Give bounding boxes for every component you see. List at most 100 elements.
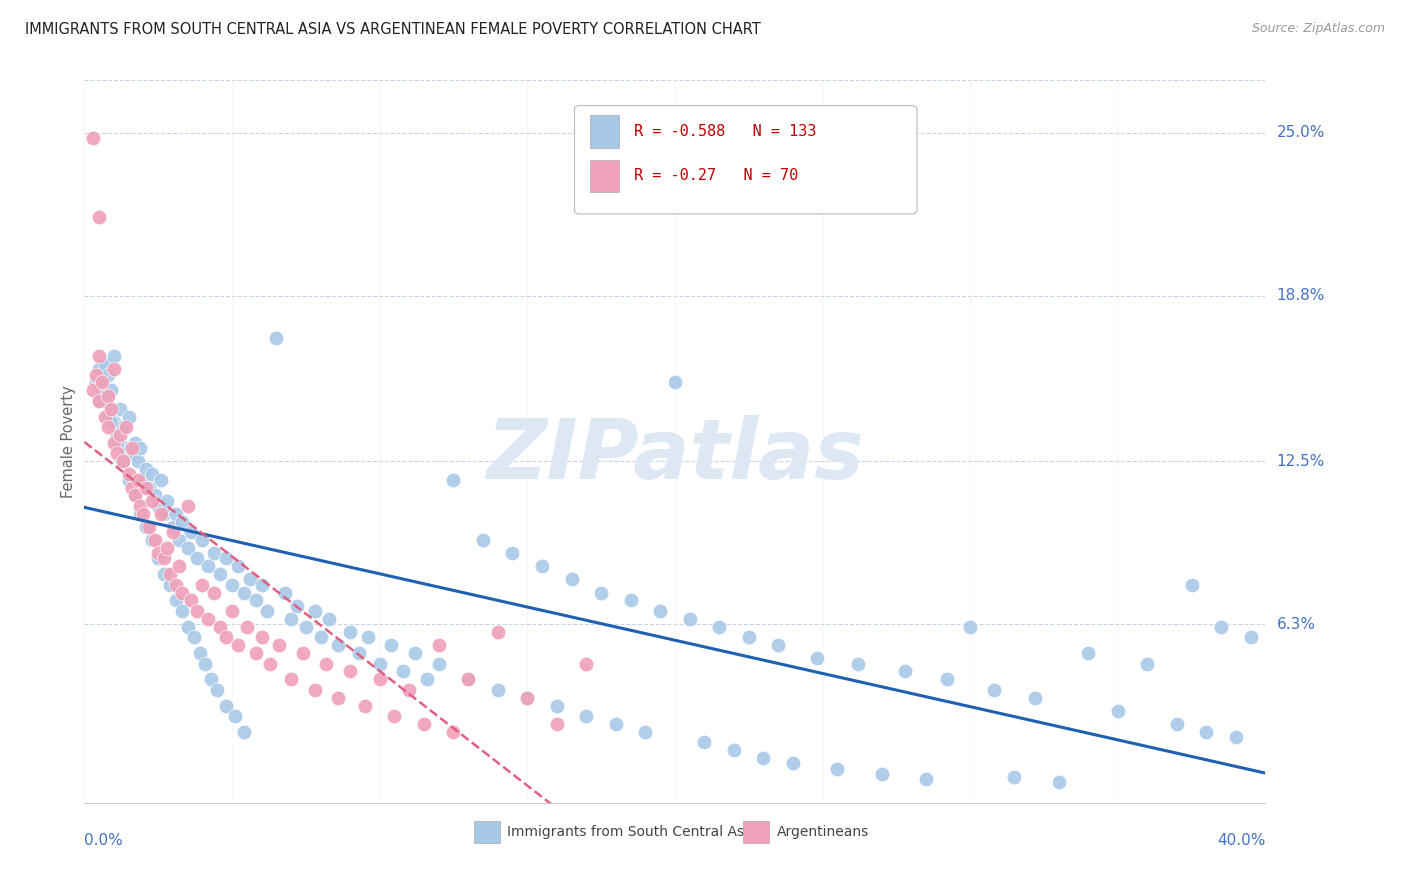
Point [84, 376, 107, 390]
Point [328, 690, 350, 705]
Point [575, 657, 598, 671]
Point [165, 507, 187, 521]
Point [194, 657, 217, 671]
Point [94, 409, 117, 424]
Point [97, 388, 120, 402]
Point [347, 646, 370, 660]
Point [591, 585, 613, 599]
Point [124, 488, 146, 502]
Point [215, 551, 238, 566]
Point [197, 559, 219, 574]
Point [427, 638, 450, 652]
Point [328, 638, 350, 652]
Point [150, 473, 173, 487]
Point [177, 620, 200, 634]
Point [94, 393, 117, 408]
Point [221, 578, 243, 592]
Point [315, 657, 337, 671]
Point [143, 488, 166, 502]
Point [280, 673, 302, 687]
Point [236, 620, 259, 634]
Point [266, 331, 288, 345]
Point [105, 428, 128, 442]
Point [87, 349, 111, 363]
Point [295, 620, 318, 634]
Point [111, 420, 134, 434]
Point [915, 772, 938, 786]
Point [339, 665, 361, 679]
Point [156, 541, 179, 555]
Point [443, 724, 465, 739]
Point [167, 533, 190, 547]
Point [177, 541, 200, 555]
Text: 6.3%: 6.3% [1277, 616, 1316, 632]
Point [156, 493, 179, 508]
Point [91, 376, 114, 390]
Point [259, 657, 281, 671]
Point [129, 507, 152, 521]
Point [870, 767, 893, 781]
FancyBboxPatch shape [575, 105, 917, 214]
Point [165, 578, 187, 592]
Bar [474, 821, 501, 843]
Point [183, 630, 205, 644]
Point [97, 407, 120, 421]
Point [516, 690, 538, 705]
Point [457, 673, 479, 687]
Point [124, 488, 146, 502]
Point [105, 446, 128, 460]
Point [162, 520, 184, 534]
Point [135, 462, 157, 476]
Point [91, 388, 114, 402]
Point [215, 630, 238, 644]
Point [413, 717, 436, 731]
Point [87, 393, 111, 408]
Point [620, 593, 643, 607]
Point [177, 499, 200, 513]
Point [693, 735, 716, 749]
Point [250, 578, 273, 592]
Point [97, 420, 120, 434]
Point [167, 559, 190, 574]
Point [245, 646, 267, 660]
Point [245, 593, 267, 607]
Point [806, 651, 828, 665]
Point [501, 546, 523, 560]
Point [197, 612, 219, 626]
Point [768, 638, 790, 652]
Point [546, 698, 568, 713]
Point [382, 709, 406, 723]
Point [827, 762, 849, 776]
Point [100, 401, 122, 416]
Point [148, 551, 170, 566]
Point [1004, 770, 1026, 784]
Point [180, 525, 202, 540]
Point [127, 454, 149, 468]
Point [170, 585, 193, 599]
Point [224, 709, 246, 723]
Point [143, 533, 166, 547]
Point [1077, 646, 1099, 660]
Point [202, 585, 225, 599]
Point [148, 499, 170, 513]
Text: 12.5%: 12.5% [1277, 454, 1324, 468]
Text: 40.0%: 40.0% [1218, 833, 1265, 848]
Point [782, 756, 804, 771]
Point [546, 717, 568, 731]
Point [162, 525, 184, 540]
Point [121, 441, 143, 455]
Point [129, 499, 152, 513]
Point [392, 665, 415, 679]
Point [1225, 730, 1247, 744]
Point [124, 435, 146, 450]
Point [132, 507, 155, 521]
Point [304, 604, 326, 618]
Point [357, 630, 380, 644]
Point [1024, 690, 1046, 705]
Point [103, 435, 125, 450]
Point [100, 384, 122, 398]
Text: Argentineans: Argentineans [776, 825, 869, 838]
Point [280, 612, 302, 626]
Point [108, 401, 131, 416]
Point [443, 473, 465, 487]
